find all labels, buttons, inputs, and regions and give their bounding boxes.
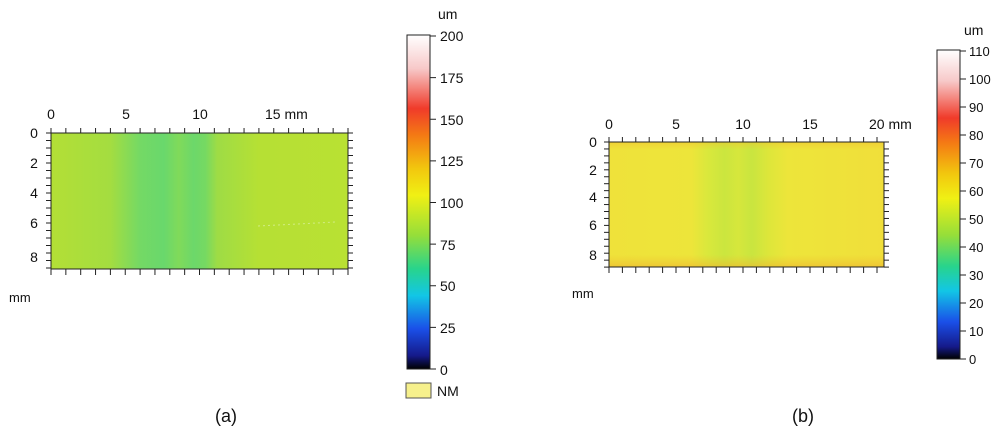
x-tick-label: 10	[735, 116, 751, 132]
y-tick-label: 6	[30, 215, 38, 231]
colorbar-tick-label: 75	[440, 237, 456, 253]
surface-map-a	[50, 132, 349, 270]
axis-ticks-b	[604, 137, 889, 273]
colorbar-tick-label: 100	[969, 72, 991, 87]
legend-swatch	[405, 382, 432, 399]
x-tick-label: 0	[605, 116, 613, 132]
y-tick-label: 8	[30, 249, 38, 265]
x-tick-label: 5	[122, 106, 130, 122]
panel-caption-b: (b)	[792, 406, 814, 426]
colorbar-b: um 110 100 90 80 70 60 50 40 30 20 10 0	[936, 22, 991, 367]
colorbar-tick-label: 50	[440, 278, 456, 294]
colorbar-tick-label: 150	[440, 112, 464, 128]
panel-caption-a: (a)	[215, 406, 237, 426]
colorbar-tick-label: 175	[440, 70, 464, 86]
colorbar-tick-label: 60	[969, 184, 983, 199]
y-tick-label: 2	[30, 155, 38, 171]
axis-ticks-a	[46, 128, 353, 275]
y-tick-label: 0	[30, 125, 38, 141]
colorbar-tick-label: 40	[969, 240, 983, 255]
panel-b: 0 5 10 15 20 mm 0 2 4 6 8 mm um 110 100 …	[572, 22, 991, 426]
colorbar-tick-label: 0	[969, 352, 976, 367]
x-tick-label: 10	[192, 106, 208, 122]
colorbar-tick-label: 70	[969, 156, 983, 171]
y-unit-label: mm	[9, 290, 31, 305]
colorbar-a: um 200 175 150 125 100 75 50 25 0	[406, 6, 464, 378]
y-tick-label: 4	[30, 185, 38, 201]
colorbar-unit: um	[438, 6, 457, 22]
y-tick-label: 4	[589, 189, 597, 205]
colorbar-gradient-a	[406, 34, 431, 370]
colorbar-tick-label: 90	[969, 100, 983, 115]
y-tick-label: 2	[589, 162, 597, 178]
colorbar-tick-label: 50	[969, 212, 983, 227]
x-tick-label: 0	[47, 106, 55, 122]
legend-label: NM	[437, 383, 459, 399]
colorbar-tick-label: 20	[969, 296, 983, 311]
colorbar-unit: um	[964, 22, 983, 38]
colorbar-gradient-b	[936, 49, 961, 360]
x-tick-label: 20 mm	[869, 116, 912, 132]
colorbar-tick-label: 125	[440, 153, 464, 169]
y-unit-label: mm	[572, 286, 594, 301]
colorbar-tick-label: 80	[969, 128, 983, 143]
colorbar-tick-label: 100	[440, 195, 464, 211]
colorbar-tick-label: 10	[969, 324, 983, 339]
x-tick-label: 5	[672, 116, 680, 132]
colorbar-tick-label: 25	[440, 320, 456, 336]
colorbar-tick-label: 30	[969, 268, 983, 283]
legend-nm: NM	[405, 382, 459, 399]
panel-a: 0 5 10 15 mm 0 2 4 6 8 mm um 200 175 150…	[9, 6, 464, 426]
x-tick-label: 15 mm	[265, 106, 308, 122]
colorbar-tick-label: 200	[440, 28, 464, 44]
colorbar-tick-label: 110	[969, 44, 990, 59]
y-tick-label: 6	[589, 217, 597, 233]
colorbar-tick-label: 0	[440, 362, 448, 378]
y-tick-label: 8	[589, 247, 597, 263]
y-tick-label: 0	[589, 134, 597, 150]
x-tick-label: 15	[802, 116, 818, 132]
